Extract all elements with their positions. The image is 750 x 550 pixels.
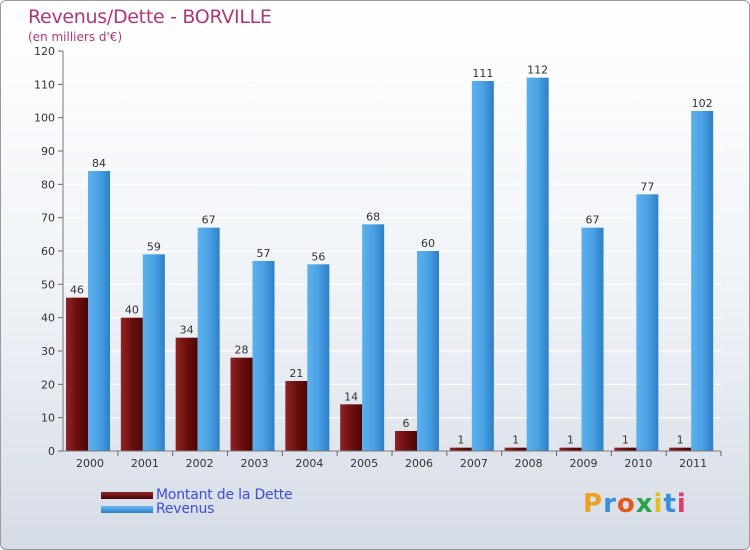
- x-tick-label: 2009: [570, 457, 598, 470]
- chart-title: Revenus/Dette - BORVILLE: [28, 6, 272, 28]
- bar-revenue: [581, 227, 604, 451]
- data-label-revenue: 59: [147, 240, 161, 253]
- x-tick-label: 2003: [241, 457, 269, 470]
- proxiti-logo: Proxiti: [583, 489, 687, 519]
- bar-debt: [230, 357, 253, 451]
- data-label-revenue: 68: [366, 210, 380, 223]
- data-label-debt: 28: [235, 344, 249, 357]
- x-tick-label: 2000: [76, 457, 104, 470]
- legend-swatch-revenue: [101, 505, 153, 513]
- data-label-debt: 46: [70, 284, 84, 297]
- data-label-revenue: 56: [311, 250, 325, 263]
- bar-debt: [395, 431, 417, 451]
- y-tick-label: 10: [41, 412, 55, 425]
- bar-debt: [504, 447, 527, 451]
- data-label-debt: 1: [567, 434, 574, 447]
- data-label-debt: 1: [677, 434, 684, 447]
- x-tick-label: 2008: [515, 457, 543, 470]
- bar-revenue: [636, 194, 659, 452]
- bar-debt: [175, 337, 198, 451]
- y-tick-label: 110: [34, 78, 55, 91]
- bar-debt: [669, 447, 692, 451]
- logo-letter: i: [653, 489, 664, 519]
- logo-letter: i: [676, 489, 687, 519]
- bar-debt: [120, 317, 143, 451]
- y-tick-label: 120: [34, 45, 55, 58]
- bar-debt: [66, 297, 88, 451]
- bar-debt: [340, 404, 363, 451]
- bar-layer: 4684405934672857215614686601111111216717…: [66, 64, 714, 452]
- bar-revenue: [691, 111, 714, 451]
- data-label-revenue: 60: [421, 237, 435, 250]
- bar-revenue: [526, 77, 549, 452]
- bar-debt: [449, 447, 472, 451]
- data-label-revenue: 67: [202, 214, 216, 227]
- x-tick-label: 2004: [295, 457, 323, 470]
- bar-debt: [285, 381, 308, 451]
- data-label-debt: 14: [344, 390, 358, 403]
- y-tick-label: 20: [41, 378, 55, 391]
- x-tick-label: 2001: [131, 457, 159, 470]
- data-label-debt: 40: [125, 304, 139, 317]
- legend-swatch-debt: [101, 491, 153, 499]
- bar-revenue: [197, 227, 220, 451]
- data-label-revenue: 112: [527, 64, 548, 77]
- axis-layer: 0 10 20 30 40 50 60 70 80 90 100 110 120 2000 2001 2002…: [34, 45, 722, 470]
- bar-revenue: [307, 264, 330, 451]
- data-label-debt: 1: [457, 434, 464, 447]
- data-label-debt: 21: [289, 367, 303, 380]
- data-label-revenue: 67: [586, 214, 600, 227]
- data-label-debt: 34: [180, 324, 194, 337]
- logo-letter: r: [603, 489, 617, 519]
- bar-debt: [614, 447, 637, 451]
- legend-item-debt: Montant de la Dette: [101, 487, 293, 503]
- y-tick-label: 100: [34, 112, 55, 125]
- data-label-debt: 6: [403, 417, 410, 430]
- bar-debt: [559, 447, 582, 451]
- bar-revenue: [252, 261, 275, 451]
- x-tick-label: 2010: [624, 457, 652, 470]
- data-label-revenue: 111: [472, 67, 493, 80]
- y-tick-label: 60: [41, 245, 55, 258]
- data-label-revenue: 84: [92, 157, 106, 170]
- y-tick-label: 90: [41, 145, 55, 158]
- y-tick-label: 30: [41, 345, 55, 358]
- y-tick-label: 0: [48, 445, 55, 458]
- bar-revenue: [142, 254, 165, 451]
- y-tick-label: 50: [41, 278, 55, 291]
- chart-subtitle: (en milliers d'€): [28, 30, 123, 44]
- data-label-revenue: 57: [257, 247, 271, 260]
- data-label-revenue: 102: [692, 97, 713, 110]
- x-tick-label: 2006: [405, 457, 433, 470]
- x-tick-label: 2002: [186, 457, 214, 470]
- logo-letter: P: [583, 489, 604, 519]
- data-label-debt: 1: [512, 434, 519, 447]
- logo-letter: x: [635, 489, 654, 519]
- bar-revenue: [471, 81, 494, 451]
- bar-revenue: [362, 224, 385, 451]
- bar-revenue: [417, 251, 439, 451]
- x-tick-label: 2005: [350, 457, 378, 470]
- logo-letter: t: [663, 489, 677, 519]
- data-label-debt: 1: [622, 434, 629, 447]
- y-tick-label: 70: [41, 212, 55, 225]
- data-label-revenue: 77: [640, 180, 654, 193]
- logo-letter: o: [616, 489, 636, 519]
- legend-label-revenue: Revenus: [156, 501, 215, 517]
- x-tick-label: 2011: [679, 457, 707, 470]
- x-tick-label: 2007: [460, 457, 488, 470]
- grid-layer: [63, 50, 721, 452]
- legend-item-revenue: Revenus: [101, 501, 214, 517]
- y-tick-label: 80: [41, 178, 55, 191]
- bar-revenue: [88, 171, 110, 451]
- y-tick-label: 40: [41, 312, 55, 325]
- legend-label-debt: Montant de la Dette: [156, 487, 293, 503]
